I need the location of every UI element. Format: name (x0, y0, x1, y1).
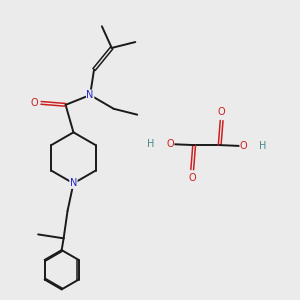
Text: O: O (166, 139, 174, 149)
Text: O: O (188, 173, 196, 184)
Text: H: H (147, 139, 155, 149)
Text: N: N (70, 178, 77, 188)
Text: H: H (259, 141, 267, 151)
Text: O: O (240, 141, 247, 151)
Text: N: N (86, 90, 94, 100)
Text: O: O (218, 107, 226, 117)
Text: O: O (30, 98, 38, 108)
